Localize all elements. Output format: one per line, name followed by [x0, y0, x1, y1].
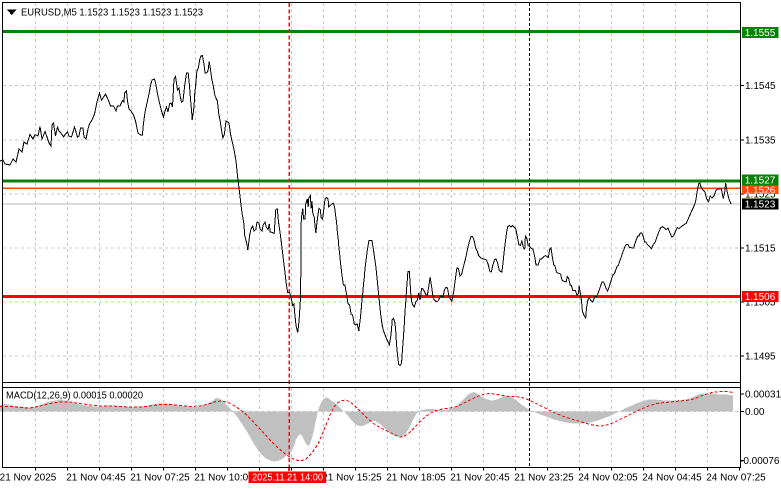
svg-text:-0.00076: -0.00076 [740, 456, 780, 467]
svg-text:24 Nov 04:45: 24 Nov 04:45 [642, 473, 702, 484]
svg-text:1.1555: 1.1555 [745, 28, 776, 39]
svg-text:21 Nov 18:05: 21 Nov 18:05 [386, 473, 446, 484]
svg-text:1.1526: 1.1526 [745, 186, 776, 197]
svg-text:0.00: 0.00 [745, 407, 765, 418]
svg-text:1.1535: 1.1535 [745, 135, 776, 146]
svg-text:1.1523: 1.1523 [745, 200, 776, 211]
svg-text:2025.11.21 14:00: 2025.11.21 14:00 [252, 473, 323, 484]
svg-text:EURUSD,M5 1.1523 1.1523 1.152: EURUSD,M5 1.1523 1.1523 1.1523 1.1523 [21, 7, 203, 19]
svg-text:1.1515: 1.1515 [745, 243, 776, 254]
svg-text:21 Nov 10:05: 21 Nov 10:05 [194, 473, 254, 484]
svg-text:21 Nov 15:25: 21 Nov 15:25 [322, 473, 382, 484]
svg-text:1.1527: 1.1527 [745, 176, 776, 187]
svg-text:21 Nov 07:25: 21 Nov 07:25 [130, 473, 190, 484]
svg-text:24 Nov 07:25: 24 Nov 07:25 [706, 473, 766, 484]
svg-text:1.1506: 1.1506 [745, 292, 776, 303]
svg-text:21 Nov 2025: 21 Nov 2025 [0, 473, 57, 484]
svg-text:1.1495: 1.1495 [745, 352, 776, 363]
svg-text:MACD(12,26,9) 0.00015 0.00020: MACD(12,26,9) 0.00015 0.00020 [6, 391, 143, 402]
svg-text:21 Nov 20:45: 21 Nov 20:45 [450, 473, 510, 484]
svg-text:1.1525: 1.1525 [745, 189, 776, 200]
svg-text:1.1505: 1.1505 [745, 298, 776, 309]
svg-text:24 Nov 02:05: 24 Nov 02:05 [578, 473, 638, 484]
svg-text:21 Nov 23:25: 21 Nov 23:25 [514, 473, 574, 484]
svg-text:21 Nov 04:45: 21 Nov 04:45 [66, 473, 126, 484]
svg-text:1.1545: 1.1545 [745, 81, 776, 92]
svg-text:0.00031: 0.00031 [745, 390, 781, 401]
